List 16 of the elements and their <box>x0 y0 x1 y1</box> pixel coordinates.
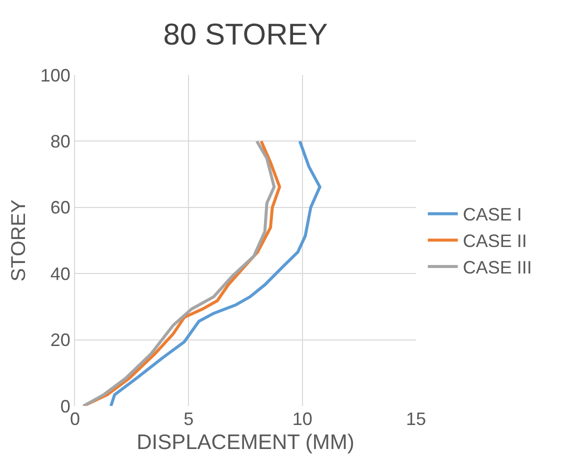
chart-title: 80 STOREY <box>163 18 328 52</box>
y-tick-label: 60 <box>50 198 70 218</box>
y-tick-label: 80 <box>50 132 70 152</box>
y-tick-label: 40 <box>50 264 70 284</box>
x-tick-label: 5 <box>184 409 194 429</box>
y-axis-title: STOREY <box>8 200 30 282</box>
y-tick-label: 20 <box>50 330 70 350</box>
line-series <box>109 140 322 406</box>
x-tick-label: 10 <box>292 409 312 429</box>
legend-label: CASE II <box>462 231 527 252</box>
x-tick-label: 15 <box>406 409 426 429</box>
x-axis-title: DISPLACEMENT (MM) <box>136 431 354 454</box>
legend-label: CASE III <box>462 258 532 278</box>
legend-label: CASE I <box>462 204 522 225</box>
y-tick-label: 100 <box>40 65 70 86</box>
y-tick-label: 0 <box>60 396 70 416</box>
